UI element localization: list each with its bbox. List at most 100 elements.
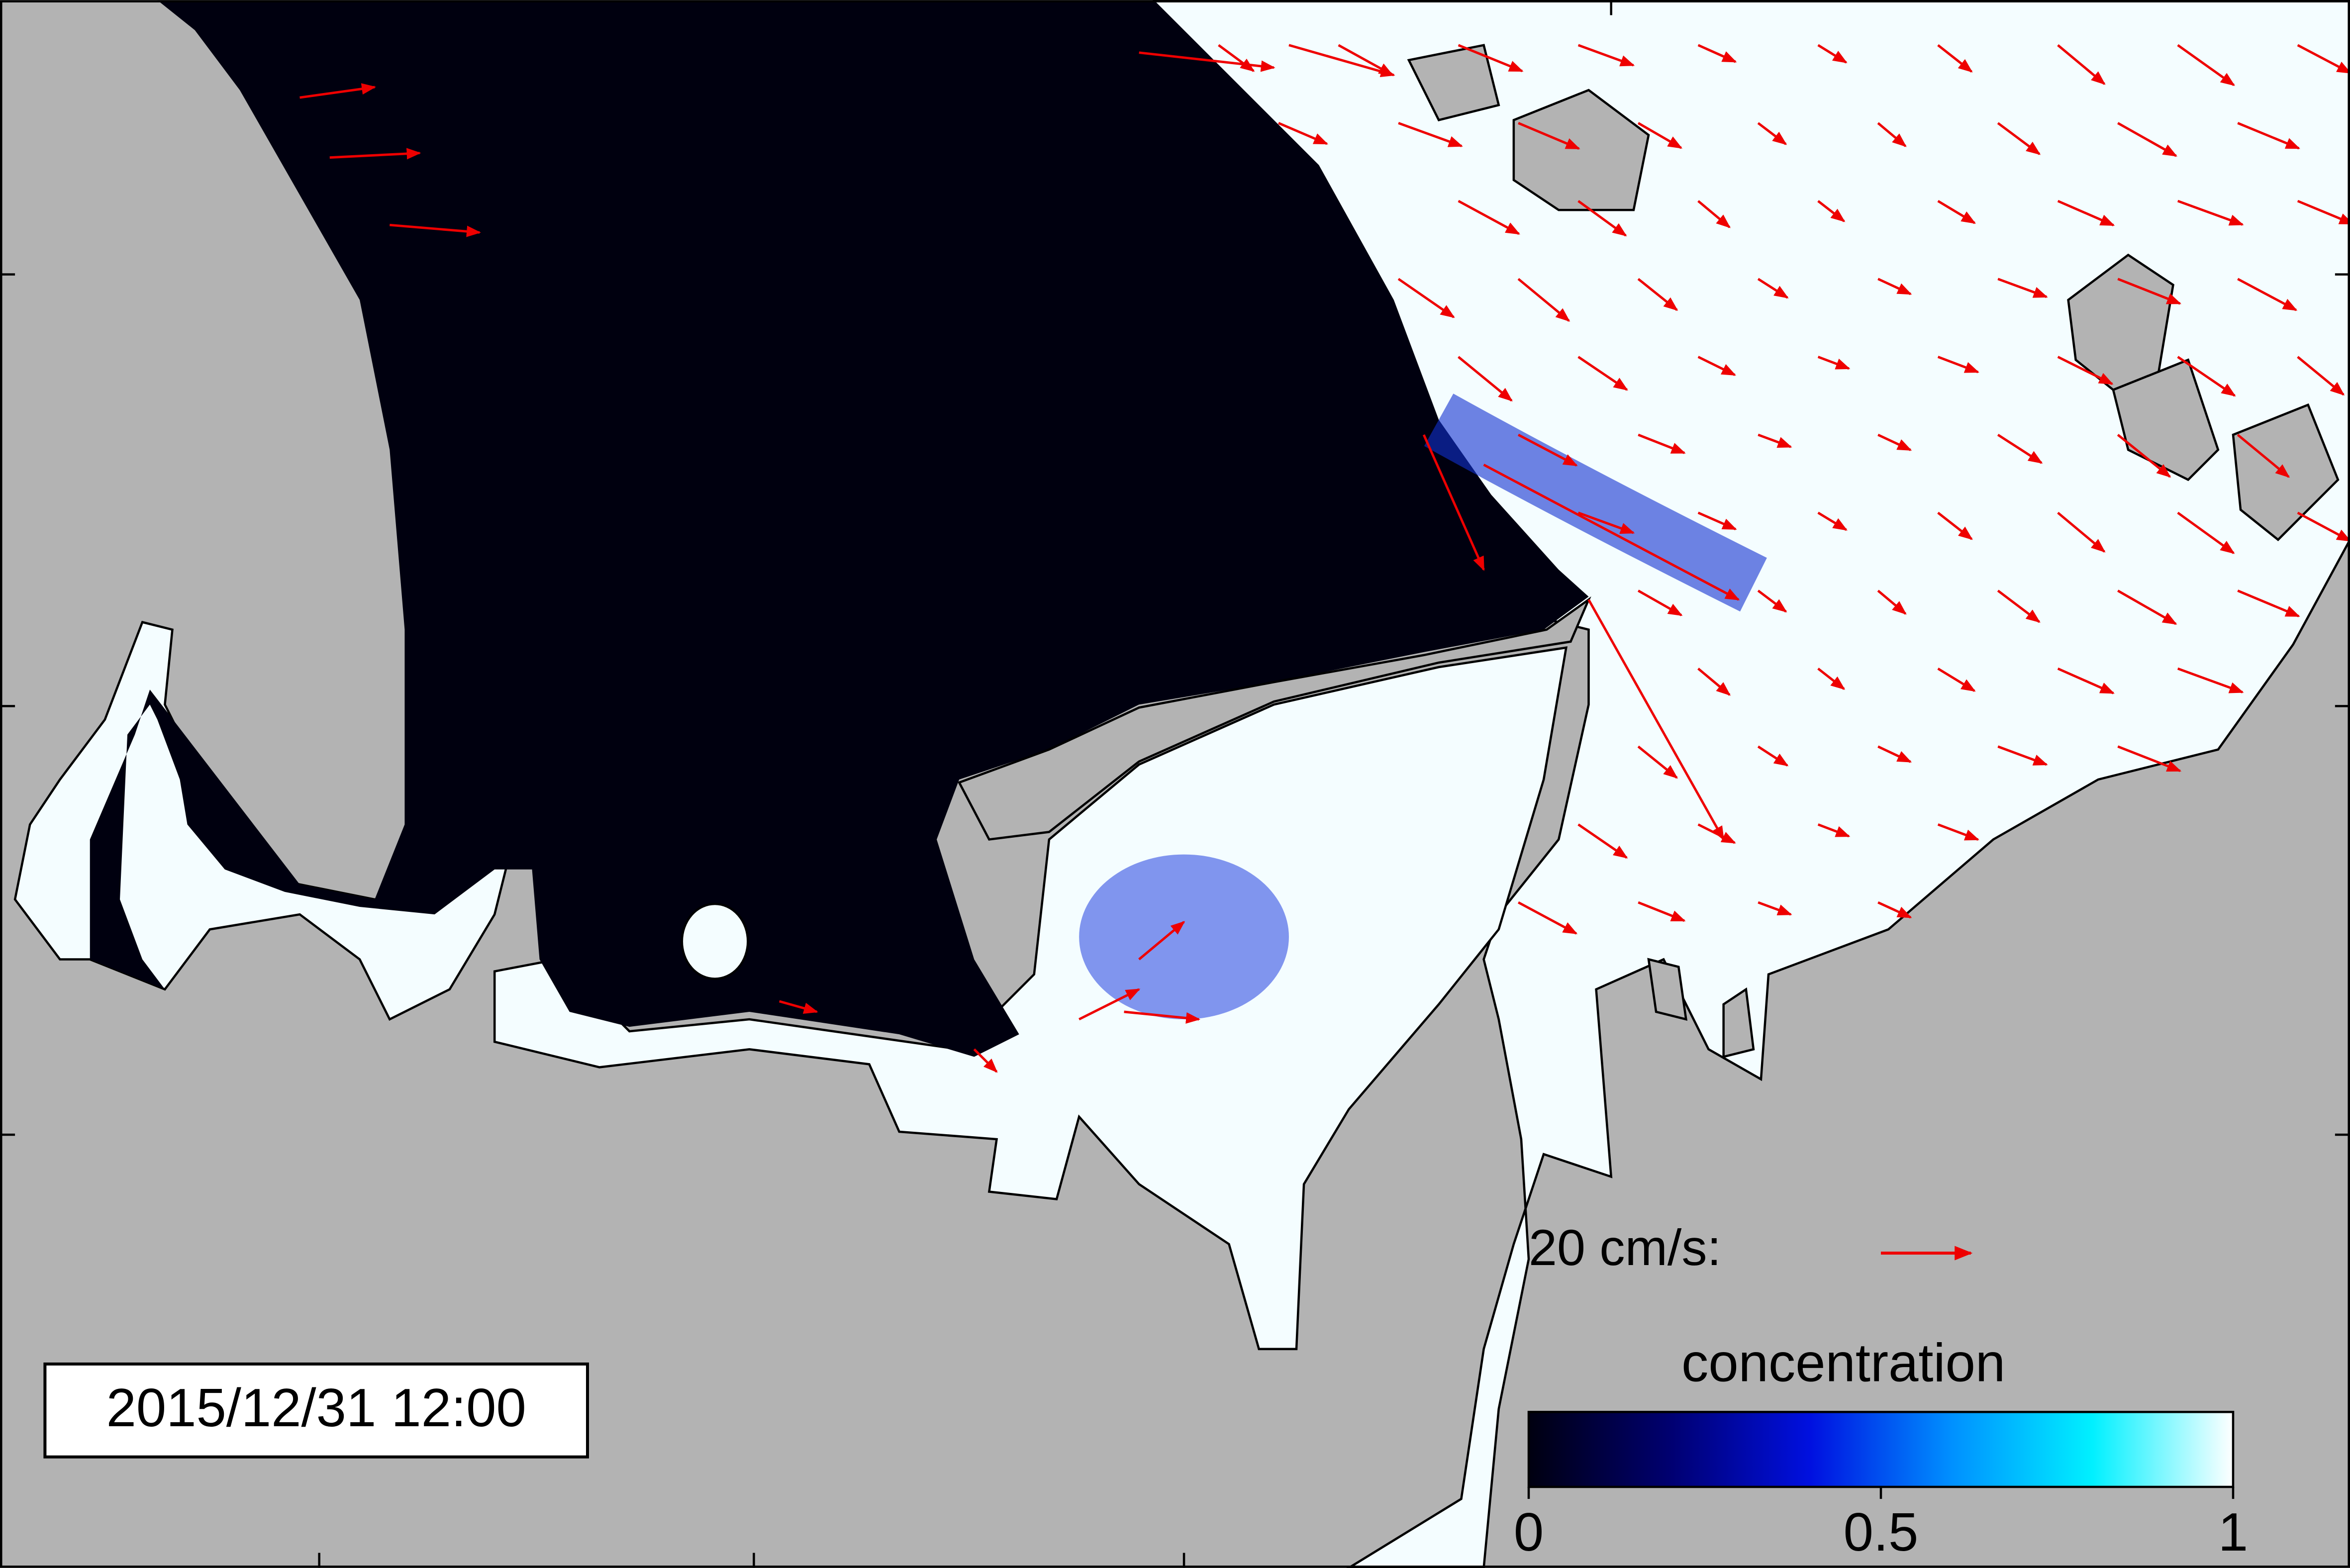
velocity-arrow xyxy=(2057,511,2106,553)
velocity-arrow xyxy=(1577,44,1635,67)
velocity-arrow xyxy=(2177,44,2235,87)
velocity-arrow xyxy=(1458,199,1520,235)
open-water xyxy=(90,0,1589,1057)
velocity-arrow xyxy=(2117,278,2182,305)
velocity-arrow xyxy=(2117,122,2177,157)
velocity-arrow xyxy=(1288,44,1395,77)
velocity-arrow xyxy=(1577,511,1635,534)
colorbar-tick-label: 0.5 xyxy=(1844,1502,1919,1562)
velocity-arrow xyxy=(390,223,481,237)
velocity-arrow xyxy=(1637,278,1678,311)
ice-east xyxy=(1153,0,2350,1568)
velocity-arrow xyxy=(1483,464,1740,601)
velocity-arrow xyxy=(1877,745,1912,763)
velocity-arrow xyxy=(1517,278,1570,322)
velocity-arrow xyxy=(973,1048,998,1073)
velocity-arrow xyxy=(2237,278,2298,311)
velocity-arrow xyxy=(2177,667,2244,693)
velocity-arrow xyxy=(1577,356,1628,391)
velocity-arrow xyxy=(2297,511,2350,542)
velocity-arrow xyxy=(1997,745,2048,766)
velocity-arrow xyxy=(1697,668,1731,696)
velocity-arrow xyxy=(1518,122,1580,150)
velocity-arrow xyxy=(2117,589,2177,625)
velocity-arrow xyxy=(1638,433,1686,454)
velocity-arrow xyxy=(299,83,377,99)
velocity-arrow xyxy=(1458,44,1524,73)
velocity-arrow xyxy=(1458,356,1513,402)
velocity-arrow xyxy=(1997,122,2041,155)
velocity-arrow xyxy=(2117,745,2182,772)
velocity-arrow xyxy=(1757,122,1787,145)
velocity-arrow xyxy=(2237,122,2300,150)
velocity-arrow xyxy=(1877,589,1907,615)
velocity-arrow xyxy=(1997,589,2041,623)
velocity-arrow xyxy=(779,1000,818,1014)
velocity-arrow xyxy=(1078,988,1141,1021)
velocity-arrow xyxy=(1139,51,1275,72)
velocity-arrow xyxy=(1637,589,1683,616)
velocity-arrow xyxy=(2057,199,2115,226)
velocity-arrow xyxy=(1817,668,1846,690)
velocity-arrow xyxy=(1637,745,1678,779)
velocity-arrow xyxy=(2297,44,2350,74)
velocity-arrow xyxy=(1697,356,1737,376)
velocity-arrow xyxy=(1937,667,1976,692)
velocity-arrow xyxy=(1757,278,1789,299)
velocity-arrow xyxy=(1997,278,2048,298)
velocity-arrow xyxy=(1758,433,1792,448)
velocity-arrow xyxy=(1518,433,1578,467)
timestamp: 2015/12/31 12:00 xyxy=(106,1377,526,1438)
velocity-arrow xyxy=(2297,199,2350,224)
velocity-arrow xyxy=(329,148,421,160)
velocity-arrow xyxy=(1817,356,1851,370)
velocity-arrow xyxy=(1757,589,1787,613)
velocity-arrow xyxy=(1817,200,1846,222)
velocity-arrow xyxy=(1757,745,1789,767)
low-ice-patch xyxy=(1079,854,1289,1020)
colorbar xyxy=(1527,1411,2235,1488)
velocity-arrow xyxy=(1877,122,1907,147)
velocity-arrow xyxy=(1577,823,1628,859)
velocity-arrow xyxy=(1218,44,1255,72)
velocity-arrow xyxy=(1877,278,1912,295)
velocity-arrow xyxy=(1877,901,1912,919)
velocity-arrows xyxy=(299,44,2350,1073)
velocity-arrow xyxy=(1997,434,2043,464)
colorbar-title: concentration xyxy=(1681,1333,2005,1393)
velocity-arrow xyxy=(1577,200,1627,237)
velocity-arrow xyxy=(2177,356,2236,397)
land-strip xyxy=(957,596,1591,841)
velocity-arrow xyxy=(1937,356,1979,374)
velocity-arrow xyxy=(2297,356,2345,396)
velocity-arrow xyxy=(1397,278,1455,318)
velocity-arrow xyxy=(1587,599,1725,841)
velocity-arrow xyxy=(1138,921,1185,961)
velocity-arrow xyxy=(1877,433,1912,451)
velocity-arrow xyxy=(1937,823,1979,841)
velocity-arrow xyxy=(1518,901,1578,935)
velocity-arrow xyxy=(1817,44,1848,64)
velocity-arrow xyxy=(1937,511,1973,540)
colorbar-tick-label: 0 xyxy=(1514,1502,1544,1562)
velocity-arrow xyxy=(2057,44,2106,85)
velocity-arrow xyxy=(1637,122,1683,149)
velocity-arrow xyxy=(2117,434,2171,478)
velocity-arrow xyxy=(1697,44,1737,63)
velocity-arrow xyxy=(1278,122,1329,145)
velocity-arrow xyxy=(1124,1010,1201,1024)
velocity-arrow xyxy=(1817,511,1848,531)
timestamp-box xyxy=(43,1362,589,1459)
velocity-arrow xyxy=(1697,200,1731,228)
velocity-arrow xyxy=(2177,199,2244,226)
velocity-arrow xyxy=(2237,589,2300,617)
velocity-arrow xyxy=(1697,511,1737,530)
low-ice-patch xyxy=(1424,393,1767,612)
velocity-scale-label: 20 cm/s: xyxy=(1529,1219,1721,1276)
velocity-arrow xyxy=(1937,44,1973,73)
velocity-arrow xyxy=(2057,356,2114,385)
velocity-arrow xyxy=(1937,199,1976,224)
